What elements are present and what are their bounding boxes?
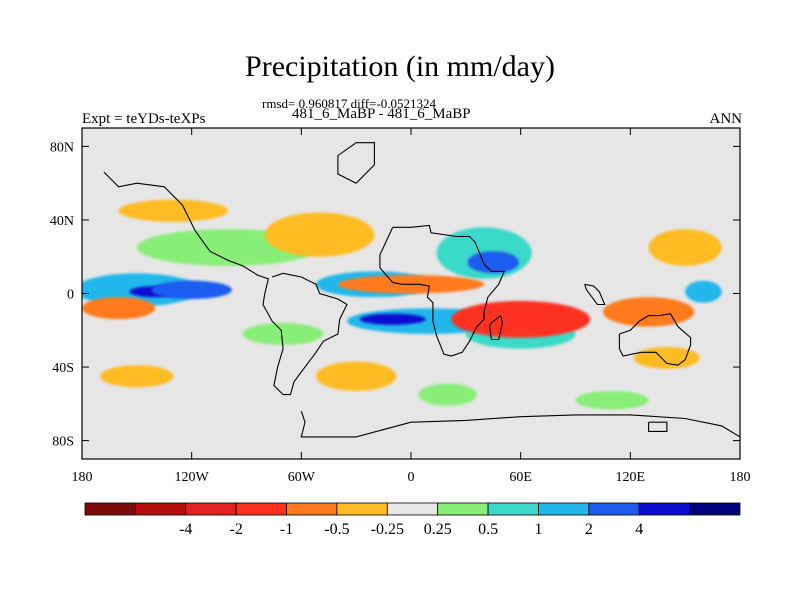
lon-tick-label: 0 bbox=[408, 470, 415, 485]
colorbar-swatch bbox=[689, 502, 741, 516]
stats-line: rmsd= 0.960817 diff=-0.0521324 bbox=[262, 96, 437, 111]
lon-tick-label: 60W bbox=[288, 470, 316, 485]
coastline bbox=[489, 315, 503, 341]
coastlines bbox=[103, 142, 740, 438]
colorbar-swatch bbox=[235, 502, 287, 516]
anomaly-patch bbox=[82, 297, 156, 320]
anomaly-patch bbox=[151, 280, 232, 300]
map-axes: 180 120W 60W 0 60E 120E 180 80N 40N 0 40S 80S bbox=[50, 128, 751, 485]
colorbar-swatch bbox=[134, 502, 187, 516]
colorbar-swatch bbox=[638, 502, 691, 516]
colorbar-label: -1 bbox=[280, 521, 293, 538]
anomaly-patch bbox=[685, 280, 722, 303]
colorbar-label: 1 bbox=[534, 521, 542, 538]
colorbar-label: -0.5 bbox=[324, 521, 349, 538]
colorbar-label: 0.25 bbox=[424, 521, 452, 538]
lat-tick-label: 0 bbox=[67, 288, 74, 303]
colorbar-swatch bbox=[336, 502, 388, 516]
anomaly-patch bbox=[100, 365, 174, 388]
experiment-label: Expt = teYDs-teXPs bbox=[82, 111, 206, 127]
anomaly-patch bbox=[264, 212, 375, 257]
anomaly-patch bbox=[648, 229, 722, 266]
anomaly-field bbox=[82, 199, 722, 410]
anomaly-patch bbox=[315, 361, 397, 391]
lon-tick-label: 60E bbox=[509, 470, 532, 485]
colorbar-swatch bbox=[185, 502, 237, 516]
anomaly-patch bbox=[242, 322, 324, 345]
plot-title: Precipitation (in mm/day) bbox=[245, 50, 555, 83]
coastline bbox=[618, 313, 692, 366]
anomaly-patch bbox=[359, 313, 426, 325]
season-label: ANN bbox=[709, 111, 743, 127]
coastline bbox=[379, 224, 506, 357]
lon-tick-label: 120E bbox=[616, 470, 646, 485]
colorbar-swatch bbox=[84, 502, 136, 516]
coastline bbox=[300, 411, 740, 438]
coastline bbox=[337, 142, 375, 184]
anomaly-patch bbox=[118, 199, 229, 222]
colorbar-label: -4 bbox=[179, 521, 192, 538]
colorbar-swatch bbox=[538, 502, 590, 516]
lon-tick-label: 180 bbox=[72, 470, 93, 485]
colorbar-label: 2 bbox=[585, 521, 593, 538]
colorbar-label: -0.25 bbox=[371, 521, 404, 538]
lat-tick-label: 40S bbox=[52, 361, 74, 376]
anomaly-patch bbox=[451, 300, 591, 338]
lat-tick-label: 80N bbox=[50, 140, 74, 155]
colorbar-label: -2 bbox=[229, 521, 242, 538]
colorbar-swatch bbox=[437, 502, 489, 516]
lat-tick-label: 80S bbox=[52, 435, 74, 450]
lon-tick-label: 120W bbox=[175, 470, 210, 485]
runs-line: 481_6_MaBP - 481_6_MaBP bbox=[292, 106, 471, 122]
coastline bbox=[648, 421, 668, 432]
colorbar-swatch bbox=[588, 502, 640, 516]
colorbar-swatch bbox=[286, 502, 338, 516]
coastline bbox=[103, 171, 348, 396]
colorbar-swatch bbox=[386, 502, 439, 516]
colorbar-label: 0.5 bbox=[478, 521, 498, 538]
colorbar-swatch bbox=[487, 502, 539, 516]
anomaly-patch bbox=[418, 383, 477, 406]
coastline bbox=[584, 283, 606, 306]
lon-tick-label: 180 bbox=[730, 470, 751, 485]
anomaly-patch bbox=[602, 297, 695, 327]
lat-tick-label: 40N bbox=[50, 214, 74, 229]
anomaly-patch bbox=[575, 390, 649, 410]
colorbar-label: 4 bbox=[635, 521, 643, 538]
anomaly-patch bbox=[467, 251, 519, 274]
